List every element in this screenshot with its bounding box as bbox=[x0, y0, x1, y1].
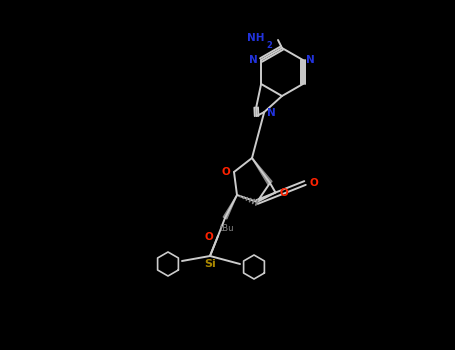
Text: N: N bbox=[267, 108, 276, 118]
Text: 2: 2 bbox=[266, 41, 272, 50]
Text: O: O bbox=[310, 178, 319, 188]
Polygon shape bbox=[252, 158, 272, 184]
Polygon shape bbox=[223, 195, 237, 219]
Text: tBu: tBu bbox=[220, 224, 234, 233]
Text: O: O bbox=[279, 188, 288, 197]
Text: NH: NH bbox=[247, 33, 264, 43]
Text: O: O bbox=[221, 167, 230, 177]
Text: Si: Si bbox=[204, 259, 216, 269]
Text: N: N bbox=[306, 55, 314, 65]
Text: O: O bbox=[204, 232, 213, 242]
Text: N: N bbox=[249, 55, 258, 65]
